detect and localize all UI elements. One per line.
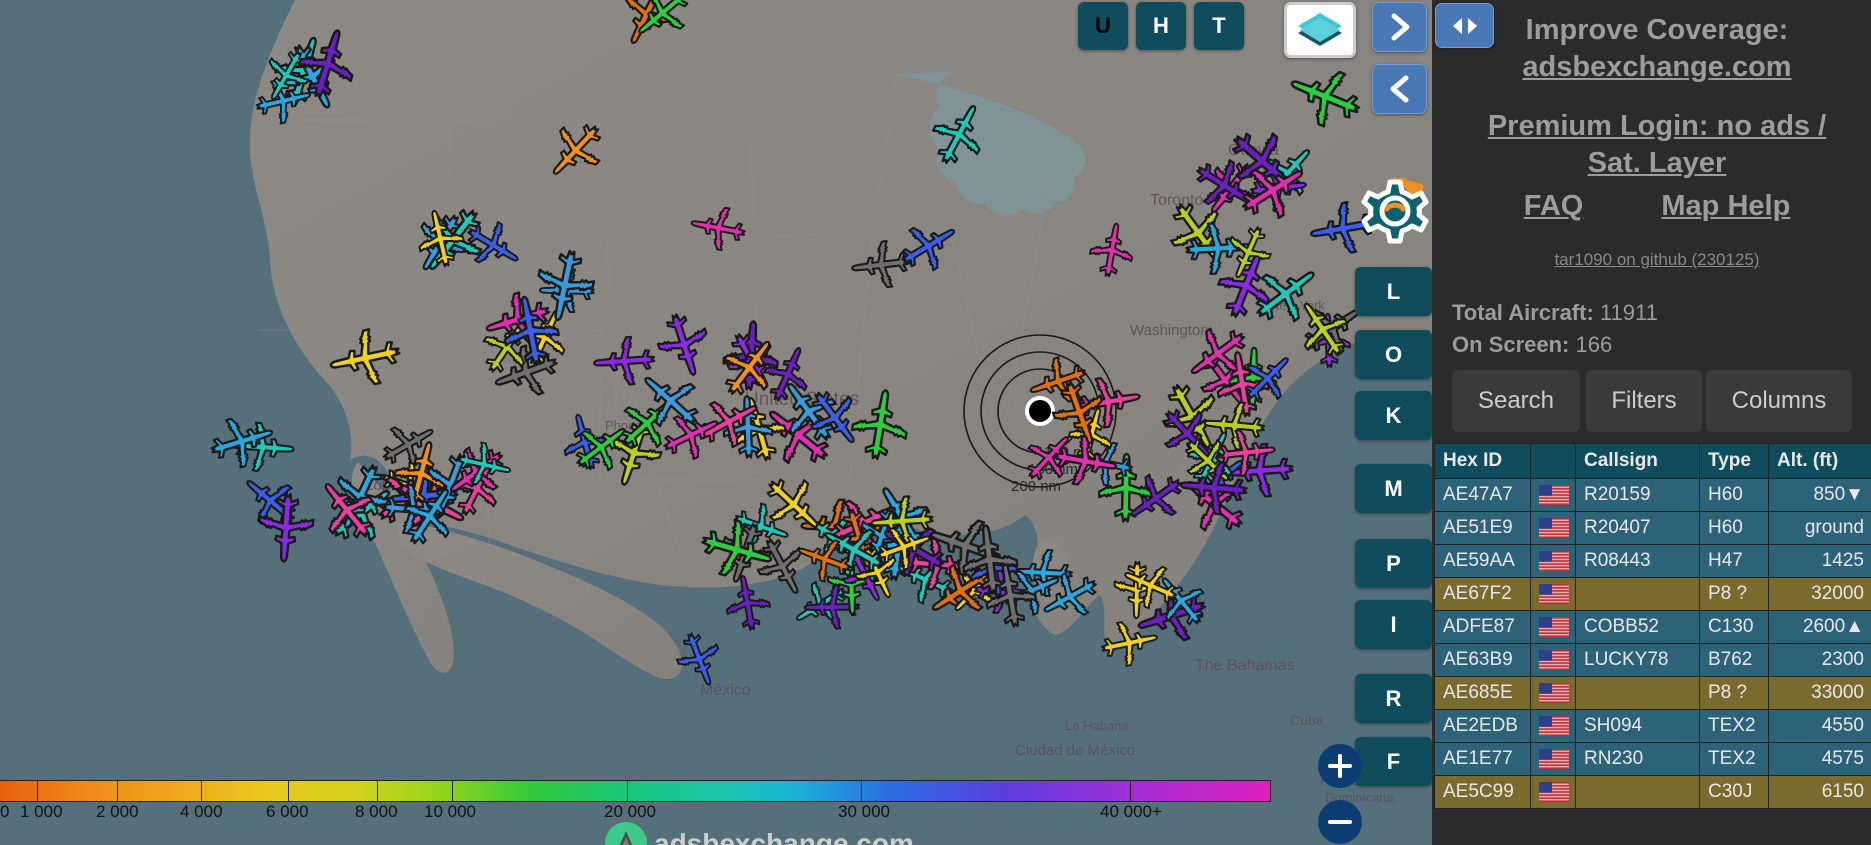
svg-text:Washington: Washington (1130, 322, 1209, 339)
svg-text:The Bahamas: The Bahamas (1195, 657, 1295, 674)
svg-text:Cuba: Cuba (1290, 712, 1324, 728)
svg-text:Ciudad de México: Ciudad de México (1015, 742, 1135, 759)
svg-text:200 nm: 200 nm (1011, 478, 1061, 495)
svg-text:La Habana: La Habana (1065, 718, 1129, 733)
